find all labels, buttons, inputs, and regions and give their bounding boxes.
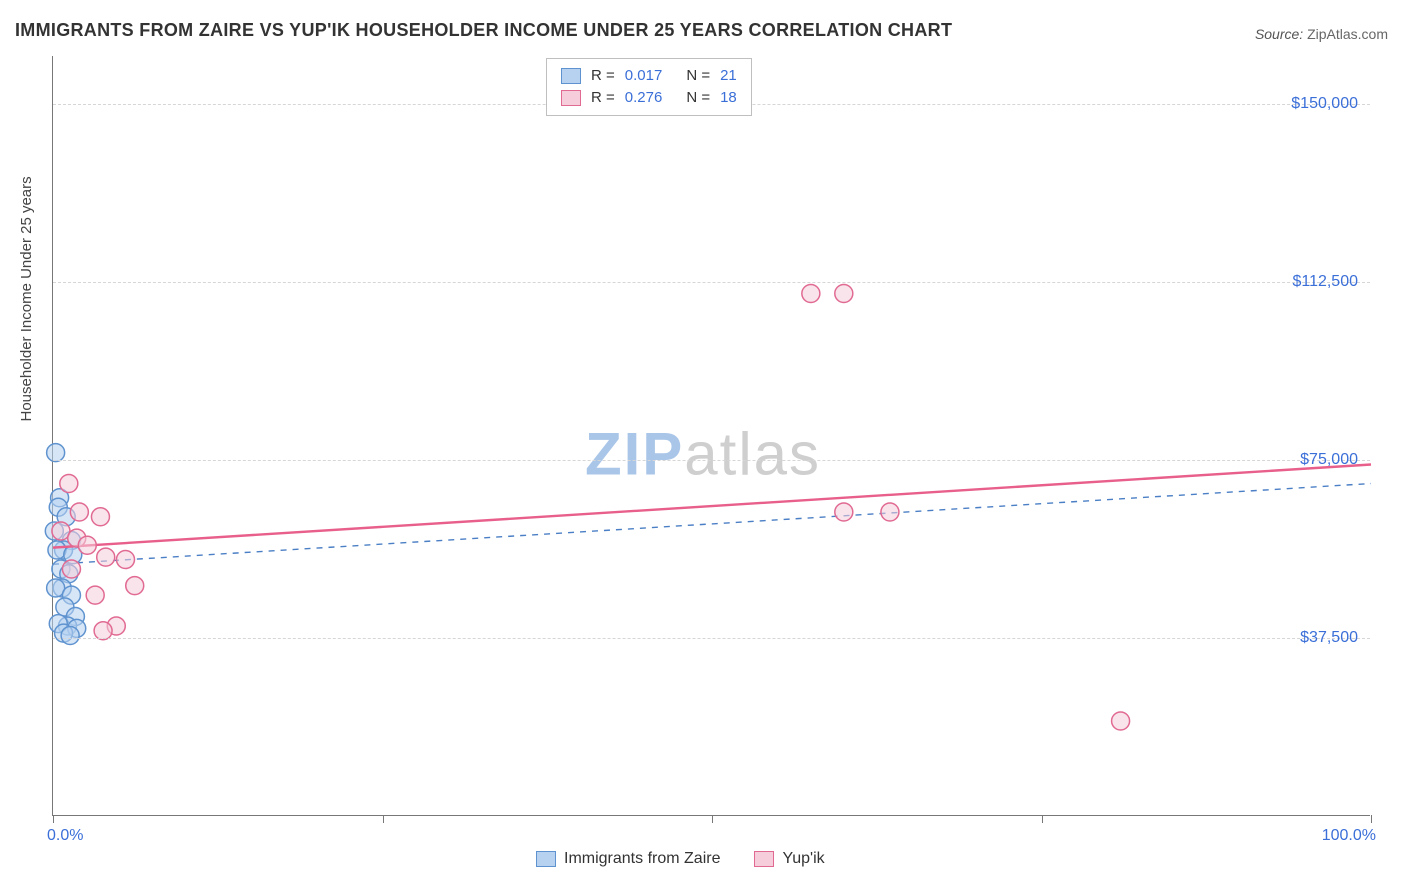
- legend-n-label: N =: [686, 65, 710, 87]
- legend-series: Immigrants from Zaire Yup'ik: [536, 850, 825, 868]
- trendline: [53, 484, 1371, 565]
- legend-swatch: [561, 68, 581, 84]
- legend-n-value: 21: [720, 65, 737, 87]
- data-point[interactable]: [91, 508, 109, 526]
- data-point[interactable]: [1112, 712, 1130, 730]
- legend-series-item[interactable]: Yup'ik: [754, 850, 824, 868]
- x-tick: [53, 815, 54, 823]
- y-tick-label: $150,000: [1291, 95, 1358, 113]
- legend-series-name: Immigrants from Zaire: [564, 850, 720, 868]
- gridline: [53, 638, 1370, 639]
- data-point[interactable]: [61, 627, 79, 645]
- source-name: ZipAtlas.com: [1307, 26, 1388, 42]
- y-tick-label: $112,500: [1292, 273, 1358, 291]
- x-tick: [712, 815, 713, 823]
- x-tick: [1371, 815, 1372, 823]
- legend-r-label: R =: [591, 87, 615, 109]
- data-point[interactable]: [116, 551, 134, 569]
- gridline: [53, 460, 1370, 461]
- legend-r-label: R =: [591, 65, 615, 87]
- data-point[interactable]: [78, 536, 96, 554]
- trendline: [53, 465, 1371, 548]
- legend-n-label: N =: [686, 87, 710, 109]
- gridline: [53, 282, 1370, 283]
- data-point[interactable]: [835, 503, 853, 521]
- legend-correlation: R = 0.017 N = 21 R = 0.276 N = 18: [546, 58, 752, 116]
- x-tick-label: 0.0%: [47, 827, 83, 845]
- data-point[interactable]: [802, 285, 820, 303]
- plot-area: ZIPatlas $37,500$75,000$112,500$150,0000…: [52, 56, 1370, 816]
- y-tick-label: $37,500: [1300, 629, 1358, 647]
- data-point[interactable]: [835, 285, 853, 303]
- legend-corr-row: R = 0.017 N = 21: [561, 65, 737, 87]
- source-attribution: Source: ZipAtlas.com: [1255, 26, 1388, 42]
- data-point[interactable]: [126, 577, 144, 595]
- legend-corr-row: R = 0.276 N = 18: [561, 87, 737, 109]
- x-tick: [383, 815, 384, 823]
- data-point[interactable]: [60, 475, 78, 493]
- legend-swatch: [536, 851, 556, 867]
- legend-swatch: [561, 90, 581, 106]
- legend-series-name: Yup'ik: [782, 850, 824, 868]
- data-point[interactable]: [70, 503, 88, 521]
- x-tick: [1042, 815, 1043, 823]
- legend-r-value: 0.276: [625, 87, 663, 109]
- chart-container: IMMIGRANTS FROM ZAIRE VS YUP'IK HOUSEHOL…: [0, 0, 1406, 892]
- data-point[interactable]: [881, 503, 899, 521]
- legend-r-value: 0.017: [625, 65, 663, 87]
- x-tick-label: 100.0%: [1322, 827, 1376, 845]
- legend-n-value: 18: [720, 87, 737, 109]
- data-point[interactable]: [97, 548, 115, 566]
- y-tick-label: $75,000: [1300, 451, 1358, 469]
- source-label: Source:: [1255, 26, 1303, 42]
- legend-swatch: [754, 851, 774, 867]
- plot-svg: [53, 56, 1370, 815]
- data-point[interactable]: [62, 560, 80, 578]
- y-axis-title: Householder Income Under 25 years: [18, 176, 35, 421]
- legend-series-item[interactable]: Immigrants from Zaire: [536, 850, 720, 868]
- chart-title: IMMIGRANTS FROM ZAIRE VS YUP'IK HOUSEHOL…: [15, 20, 952, 41]
- data-point[interactable]: [86, 586, 104, 604]
